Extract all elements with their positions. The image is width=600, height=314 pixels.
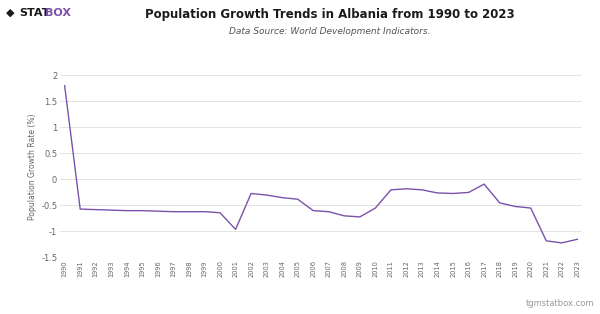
Text: BOX: BOX: [45, 8, 71, 18]
Text: Data Source: World Development Indicators.: Data Source: World Development Indicator…: [229, 27, 431, 36]
Text: STAT: STAT: [19, 8, 50, 18]
Text: ◆: ◆: [6, 8, 14, 18]
Text: Population Growth Trends in Albania from 1990 to 2023: Population Growth Trends in Albania from…: [145, 8, 515, 21]
Y-axis label: Population Growth Rate (%): Population Growth Rate (%): [28, 113, 37, 220]
Text: tgmstatbox.com: tgmstatbox.com: [526, 299, 594, 308]
